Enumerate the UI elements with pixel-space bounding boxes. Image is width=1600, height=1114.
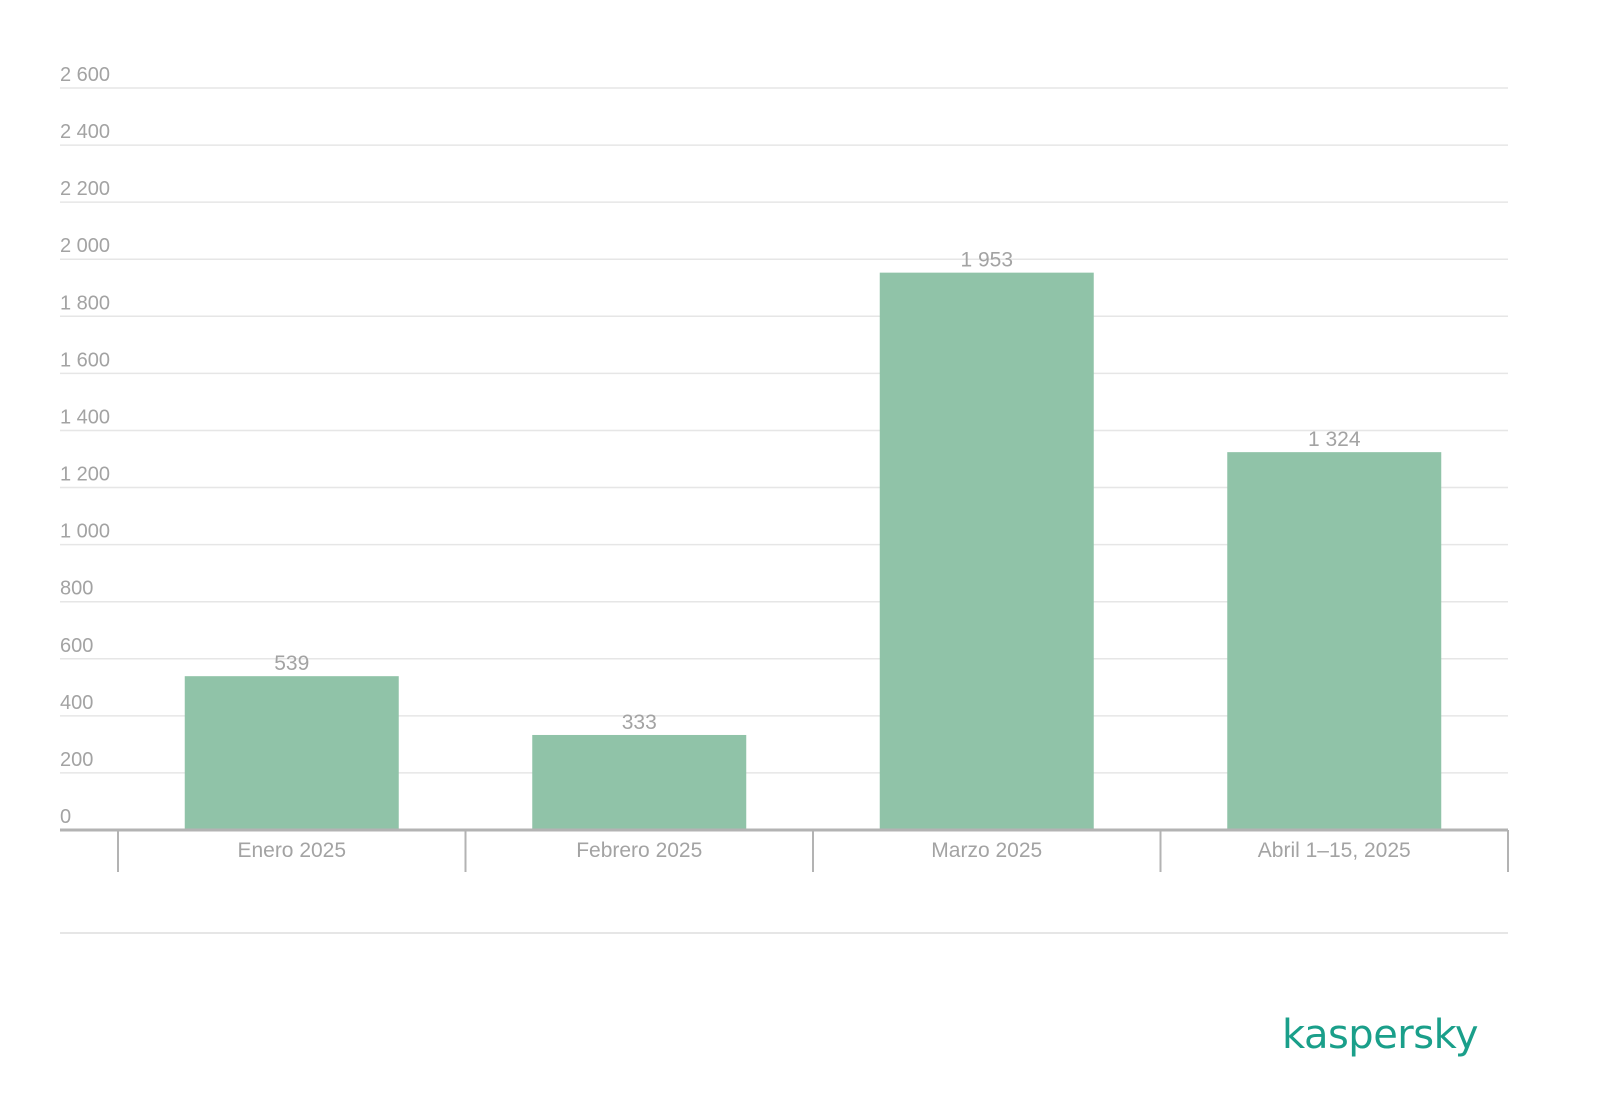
gridlines [60, 87, 1508, 774]
y-tick-label: 1 400 [60, 406, 110, 428]
y-axis-ticks: 0 200 400 600 800 1 000 1 200 1 400 1 600 1 800 2 … [60, 64, 110, 828]
y-tick-label: 0 [60, 806, 71, 828]
bar [1227, 452, 1442, 830]
bar [184, 676, 399, 830]
x-axis [60, 828, 1509, 872]
y-tick-label: 1 600 [60, 349, 110, 371]
data-label: 1 953 [960, 249, 1013, 272]
y-tick-label: 200 [60, 749, 93, 771]
y-tick-label: 2 600 [60, 64, 110, 86]
data-label: 1 324 [1308, 428, 1361, 451]
y-tick-label: 600 [60, 635, 93, 657]
x-category-label: Enero 2025 [237, 839, 346, 862]
x-axis-categories: Enero 2025 Febrero 2025 Marzo 2025 Abril 1–… [237, 839, 1410, 862]
data-labels: 539 333 1 953 1 324 [274, 249, 1361, 734]
data-label: 539 [274, 652, 309, 675]
y-tick-label: 1 200 [60, 464, 110, 486]
bar [879, 272, 1094, 830]
bar [532, 734, 747, 830]
y-tick-label: 2 400 [60, 121, 110, 143]
y-tick-label: 1 800 [60, 292, 110, 314]
y-tick-label: 2 000 [60, 235, 110, 257]
data-label: 333 [622, 711, 657, 734]
y-tick-label: 1 000 [60, 521, 110, 543]
y-tick-label: 800 [60, 578, 93, 600]
bars [184, 272, 1442, 830]
kaspersky-logo: kaspersky [1281, 1012, 1479, 1058]
x-category-label: Abril 1–15, 2025 [1258, 839, 1411, 862]
y-tick-label: 2 200 [60, 178, 110, 200]
x-category-label: Febrero 2025 [576, 839, 702, 862]
y-tick-label: 400 [60, 692, 93, 714]
x-category-label: Marzo 2025 [931, 839, 1042, 862]
